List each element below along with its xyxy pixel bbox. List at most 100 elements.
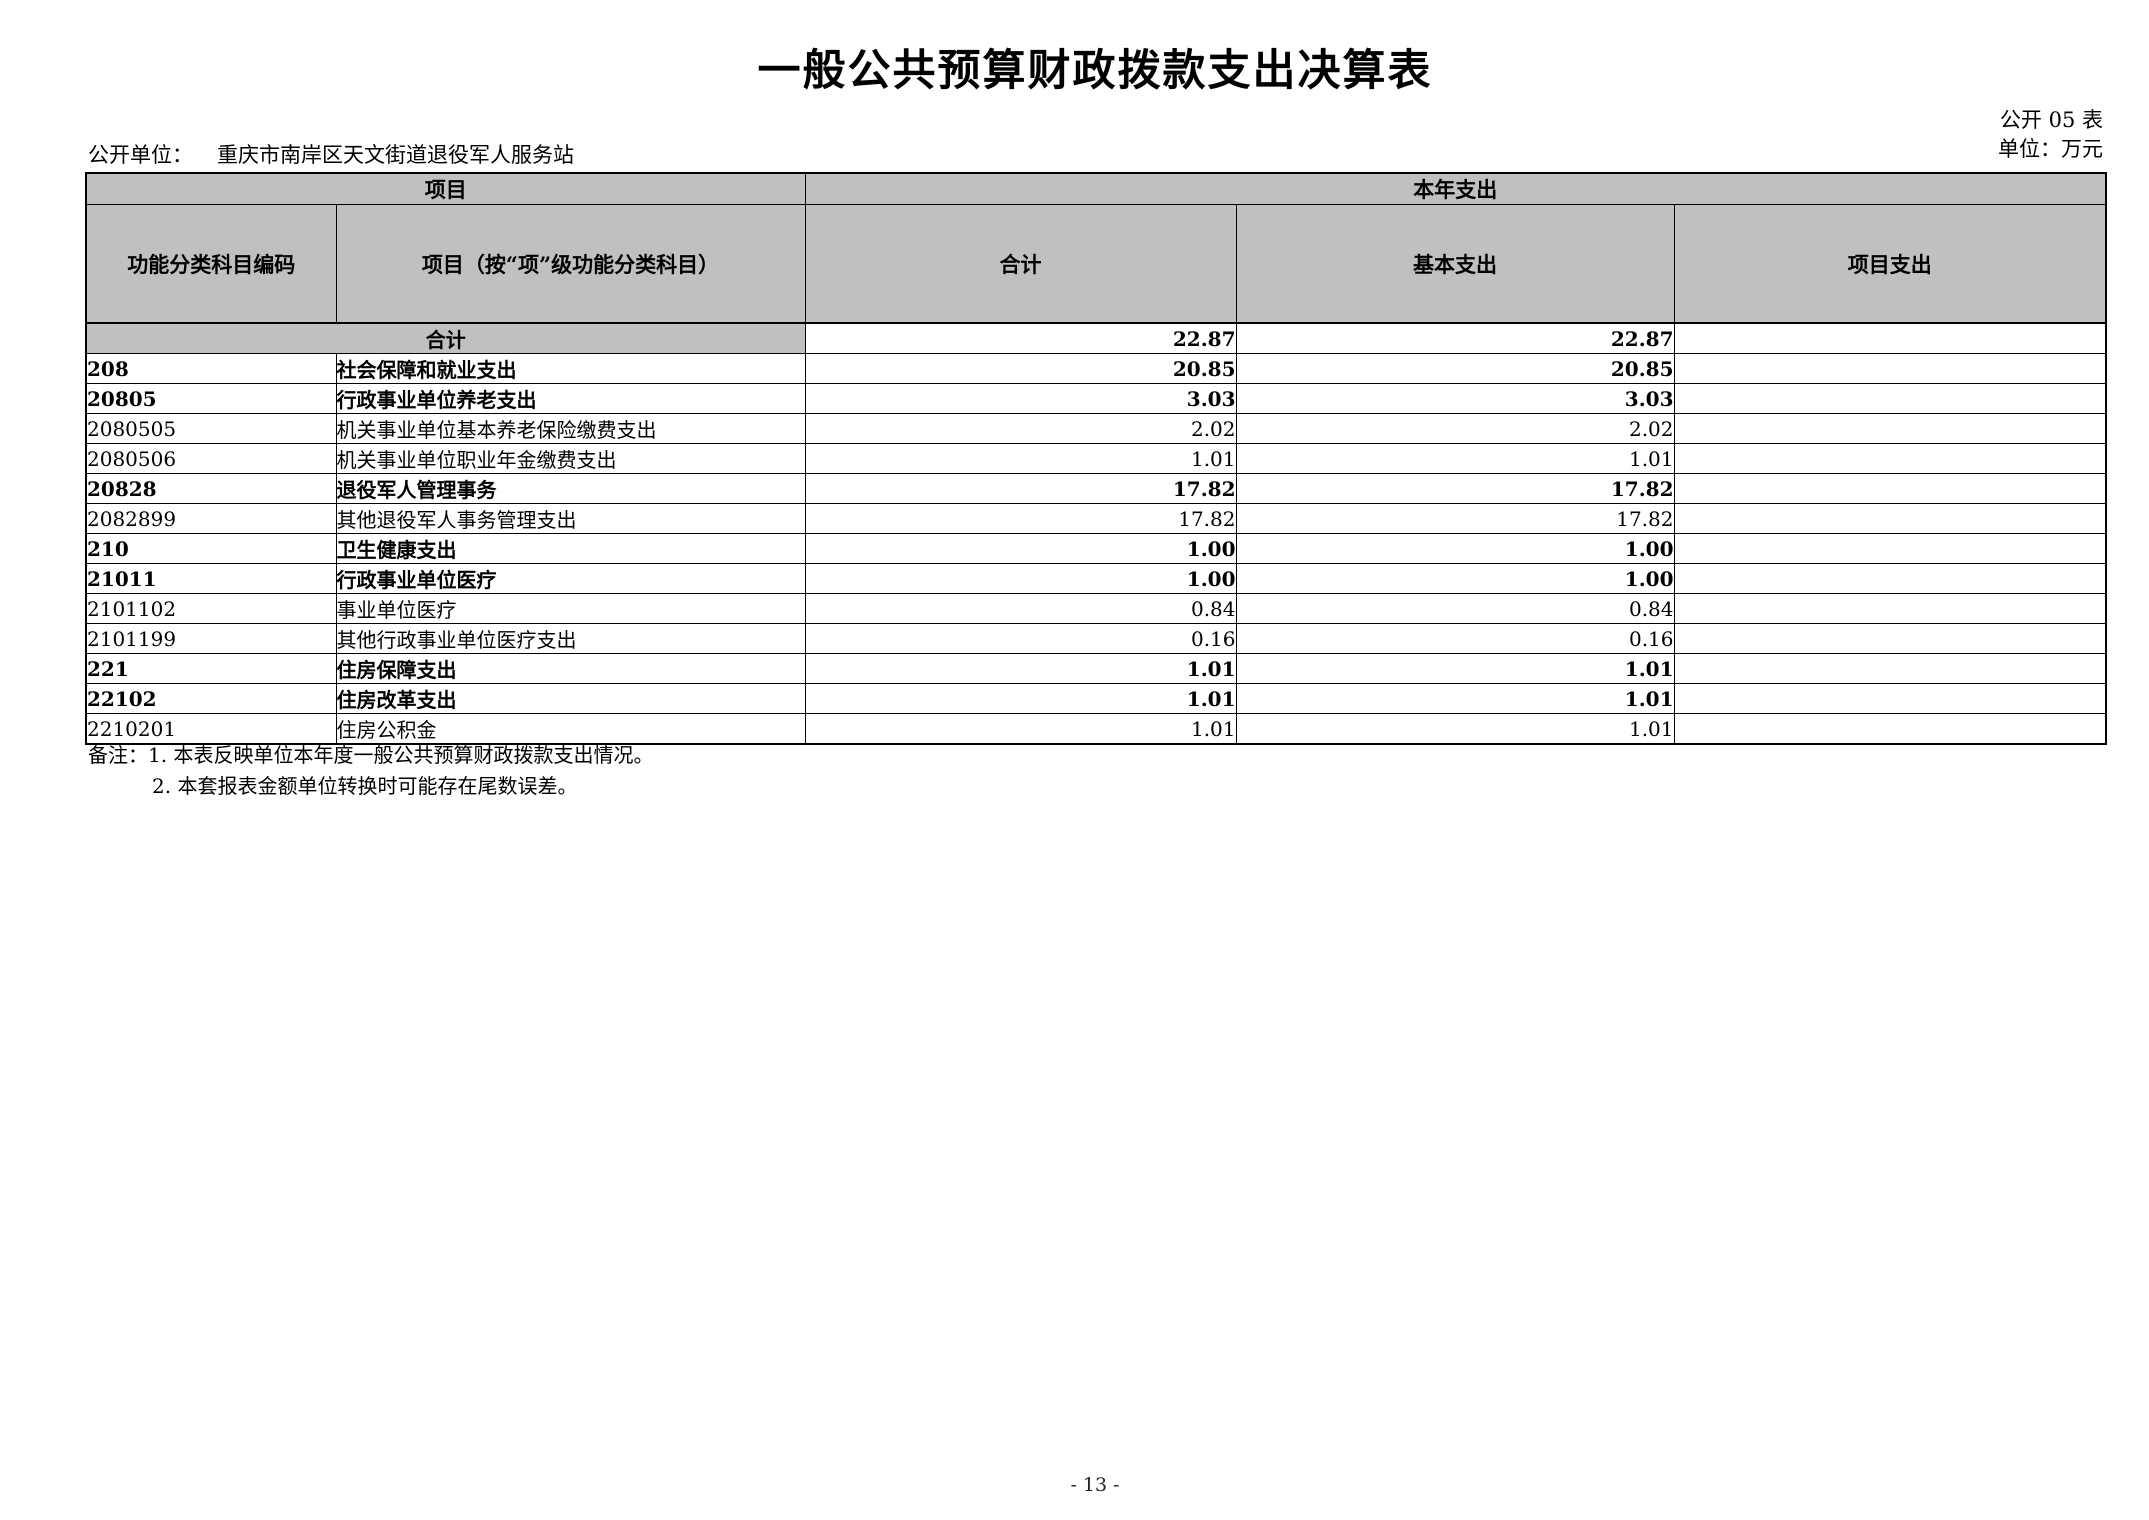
table-row: 2210201 住房公积金 1.01 1.01 bbox=[85, 713, 2107, 745]
table-row: 20805 行政事业单位养老支出 3.03 3.03 bbox=[85, 383, 2107, 414]
row-code: 2080505 bbox=[85, 413, 337, 444]
row-total: 1.00 bbox=[804, 563, 1237, 594]
header-group-row: 项目 本年支出 bbox=[85, 172, 2107, 205]
publisher-line: 公开单位： 重庆市南岸区天文街道退役军人服务站 bbox=[88, 139, 574, 169]
footnotes: 备注：1. 本表反映单位本年度一般公共预算财政拨款支出情况。 2. 本套报表金额… bbox=[88, 740, 653, 802]
row-name: 社会保障和就业支出 bbox=[335, 353, 806, 384]
row-total: 2.02 bbox=[804, 413, 1237, 444]
header-col-total: 合计 bbox=[804, 204, 1237, 324]
row-basic: 3.03 bbox=[1235, 383, 1675, 414]
table-row: 2082899 其他退役军人事务管理支出 17.82 17.82 bbox=[85, 503, 2107, 534]
header-group-current-year: 本年支出 bbox=[804, 172, 2107, 205]
table-row: 2101199 其他行政事业单位医疗支出 0.16 0.16 bbox=[85, 623, 2107, 654]
row-total: 3.03 bbox=[804, 383, 1237, 414]
total-row-project bbox=[1673, 322, 2107, 354]
row-total: 1.00 bbox=[804, 533, 1237, 564]
row-basic: 0.84 bbox=[1235, 593, 1675, 624]
row-project bbox=[1673, 623, 2107, 654]
header-col-project: 项目支出 bbox=[1673, 204, 2107, 324]
row-total: 0.84 bbox=[804, 593, 1237, 624]
row-basic: 1.01 bbox=[1235, 443, 1675, 474]
footnote-line-2: 2. 本套报表金额单位转换时可能存在尾数误差。 bbox=[152, 774, 578, 798]
row-project bbox=[1673, 713, 2107, 745]
row-code: 2210201 bbox=[85, 713, 337, 745]
row-name: 行政事业单位医疗 bbox=[335, 563, 806, 594]
total-row-label: 合计 bbox=[85, 322, 806, 354]
row-basic: 2.02 bbox=[1235, 413, 1675, 444]
row-total: 1.01 bbox=[804, 653, 1237, 684]
table-row: 210 卫生健康支出 1.00 1.00 bbox=[85, 533, 2107, 564]
row-name: 其他退役军人事务管理支出 bbox=[335, 503, 806, 534]
row-code: 20805 bbox=[85, 383, 337, 414]
header-col-code: 功能分类科目编码 bbox=[85, 204, 337, 324]
row-total: 20.85 bbox=[804, 353, 1237, 384]
row-project bbox=[1673, 683, 2107, 714]
unit-label: 单位：万元 bbox=[1998, 137, 2103, 161]
row-basic: 1.01 bbox=[1235, 683, 1675, 714]
table-row: 2080505 机关事业单位基本养老保险缴费支出 2.02 2.02 bbox=[85, 413, 2107, 444]
table-row: 20828 退役军人管理事务 17.82 17.82 bbox=[85, 473, 2107, 504]
row-name: 住房改革支出 bbox=[335, 683, 806, 714]
total-row-basic: 22.87 bbox=[1235, 322, 1675, 354]
row-project bbox=[1673, 443, 2107, 474]
header-columns-row: 功能分类科目编码 项目（按“项”级功能分类科目） 合计 基本支出 项目支出 bbox=[85, 204, 2107, 324]
table-row-total: 合计 22.87 22.87 bbox=[85, 322, 2107, 354]
row-basic: 20.85 bbox=[1235, 353, 1675, 384]
row-name: 行政事业单位养老支出 bbox=[335, 383, 806, 414]
row-project bbox=[1673, 503, 2107, 534]
row-total: 1.01 bbox=[804, 683, 1237, 714]
row-code: 2082899 bbox=[85, 503, 337, 534]
row-name: 其他行政事业单位医疗支出 bbox=[335, 623, 806, 654]
row-total: 1.01 bbox=[804, 713, 1237, 745]
row-project bbox=[1673, 653, 2107, 684]
row-code: 20828 bbox=[85, 473, 337, 504]
row-name: 住房公积金 bbox=[335, 713, 806, 745]
row-name: 住房保障支出 bbox=[335, 653, 806, 684]
header-col-item: 项目（按“项”级功能分类科目） bbox=[335, 204, 806, 324]
table-row: 22102 住房改革支出 1.01 1.01 bbox=[85, 683, 2107, 714]
row-code: 2080506 bbox=[85, 443, 337, 474]
row-code: 22102 bbox=[85, 683, 337, 714]
table-row: 221 住房保障支出 1.01 1.01 bbox=[85, 653, 2107, 684]
table-row: 21011 行政事业单位医疗 1.00 1.00 bbox=[85, 563, 2107, 594]
row-code: 2101102 bbox=[85, 593, 337, 624]
row-code: 208 bbox=[85, 353, 337, 384]
row-project bbox=[1673, 563, 2107, 594]
table-row: 2080506 机关事业单位职业年金缴费支出 1.01 1.01 bbox=[85, 443, 2107, 474]
expenditure-table: 项目 本年支出 功能分类科目编码 项目（按“项”级功能分类科目） 合计 基本支出… bbox=[85, 172, 2107, 745]
row-project bbox=[1673, 353, 2107, 384]
row-basic: 17.82 bbox=[1235, 503, 1675, 534]
row-code: 21011 bbox=[85, 563, 337, 594]
row-total: 1.01 bbox=[804, 443, 1237, 474]
table-row: 208 社会保障和就业支出 20.85 20.85 bbox=[85, 353, 2107, 384]
row-name: 事业单位医疗 bbox=[335, 593, 806, 624]
row-project bbox=[1673, 593, 2107, 624]
page-number: - 13 - bbox=[1070, 1474, 1120, 1496]
row-code: 221 bbox=[85, 653, 337, 684]
row-project bbox=[1673, 413, 2107, 444]
row-code: 2101199 bbox=[85, 623, 337, 654]
row-total: 0.16 bbox=[804, 623, 1237, 654]
row-name: 机关事业单位职业年金缴费支出 bbox=[335, 443, 806, 474]
row-project bbox=[1673, 383, 2107, 414]
row-basic: 0.16 bbox=[1235, 623, 1675, 654]
row-project bbox=[1673, 533, 2107, 564]
row-project bbox=[1673, 473, 2107, 504]
row-total: 17.82 bbox=[804, 503, 1237, 534]
row-basic: 1.01 bbox=[1235, 713, 1675, 745]
row-name: 机关事业单位基本养老保险缴费支出 bbox=[335, 413, 806, 444]
header-col-basic: 基本支出 bbox=[1235, 204, 1675, 324]
total-row-total: 22.87 bbox=[804, 322, 1237, 354]
table-meta: 公开 05 表 单位：万元 bbox=[1998, 106, 2103, 164]
row-code: 210 bbox=[85, 533, 337, 564]
table-code-label: 公开 05 表 bbox=[1999, 108, 2103, 132]
row-name: 退役军人管理事务 bbox=[335, 473, 806, 504]
footnote-line-1: 备注：1. 本表反映单位本年度一般公共预算财政拨款支出情况。 bbox=[88, 743, 654, 767]
publisher-name: 重庆市南岸区天文街道退役军人服务站 bbox=[217, 143, 574, 167]
table-row: 2101102 事业单位医疗 0.84 0.84 bbox=[85, 593, 2107, 624]
row-total: 17.82 bbox=[804, 473, 1237, 504]
row-basic: 1.00 bbox=[1235, 563, 1675, 594]
page-title: 一般公共预算财政拨款支出决算表 bbox=[757, 46, 1433, 96]
row-basic: 17.82 bbox=[1235, 473, 1675, 504]
row-name: 卫生健康支出 bbox=[335, 533, 806, 564]
